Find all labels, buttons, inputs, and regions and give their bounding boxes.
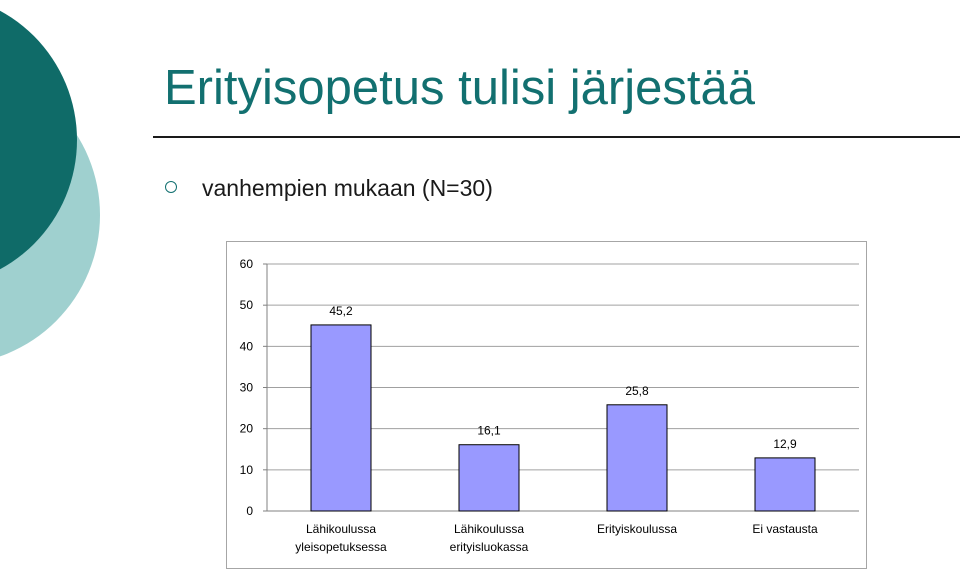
- data-label: 25,8: [625, 384, 649, 398]
- title-divider: [153, 136, 960, 138]
- category-label: erityisluokassa: [450, 540, 529, 554]
- y-tick-label: 50: [240, 298, 254, 312]
- data-label: 16,1: [477, 424, 501, 438]
- category-label: Lähikoulussa: [454, 522, 524, 536]
- chart-frame: 0 10 20 30 40 50 60 45,2 Lähikoulussa yleisopetuk…: [226, 241, 867, 569]
- data-label: 45,2: [329, 304, 353, 318]
- category-label: Ei vastausta: [752, 522, 818, 536]
- slide-title: Erityisopetus tulisi järjestää: [164, 61, 755, 115]
- bar-chart: 0 10 20 30 40 50 60 45,2 Lähikoulussa yleisopetuk…: [240, 257, 859, 554]
- y-tick-label: 60: [240, 257, 254, 271]
- y-tick-label: 20: [240, 422, 254, 436]
- data-label: 12,9: [773, 437, 797, 451]
- bar: [310, 324, 372, 512]
- y-tick-label: 10: [240, 463, 254, 477]
- category-label: Lähikoulussa: [306, 522, 376, 536]
- category-label: yleisopetuksessa: [295, 540, 387, 554]
- bullet-circle-icon: [165, 181, 177, 193]
- decorative-circles: [0, 10, 100, 357]
- bar: [606, 404, 668, 512]
- y-tick-label: 0: [246, 504, 253, 518]
- y-tick-label: 40: [240, 339, 254, 353]
- category-label: Erityiskoulussa: [597, 522, 677, 536]
- y-tick-label: 30: [240, 381, 254, 395]
- bar: [754, 457, 816, 512]
- dark-teal-circle: [0, 10, 77, 270]
- bullet-text: vanhempien mukaan (N=30): [202, 175, 493, 201]
- bar: [458, 444, 520, 512]
